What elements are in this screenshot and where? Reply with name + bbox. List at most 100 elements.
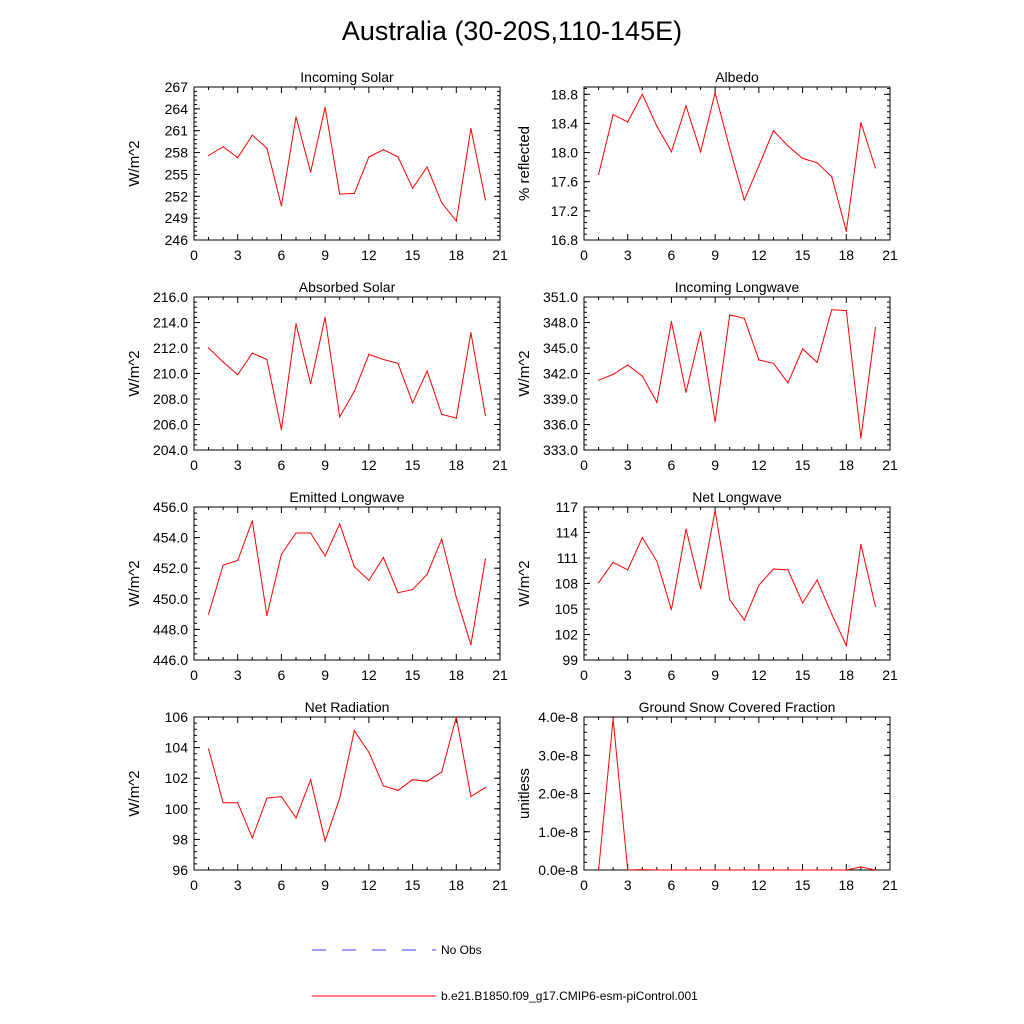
data-point [845,230,847,232]
data-point [208,613,210,615]
data-point [641,869,643,871]
data-point [802,157,804,159]
data-point [612,373,614,375]
data-point [831,613,833,615]
x-tick-label: 9 [711,247,719,263]
plot-frame [193,296,501,451]
y-axis-label: W/m^2 [126,770,143,816]
y-tick-label: 206.0 [153,417,188,433]
x-tick-label: 18 [838,877,854,893]
y-tick-label: 114 [556,525,579,541]
y-tick-label: 345.0 [543,340,578,356]
data-point [455,417,457,419]
x-tick-label: 6 [668,247,676,263]
x-tick-label: 12 [361,457,377,473]
x-tick-label: 12 [361,877,377,893]
data-point [598,582,600,584]
x-tick-label: 15 [795,877,811,893]
data-point [656,869,658,871]
data-point [802,348,804,350]
series-line [598,92,876,232]
panels: Incoming Solar 0 3 6 9 12 15 18 21 246 249 252 255 25… [126,69,898,893]
data-point [656,125,658,127]
data-point [787,145,789,147]
data-point [470,796,472,798]
data-point [222,361,224,363]
data-point [368,353,370,355]
data-point [641,537,643,539]
data-point [787,869,789,871]
data-point [470,644,472,646]
series-line [208,317,486,430]
data-point [426,573,428,575]
data-point [426,370,428,372]
x-tick-label: 18 [448,247,464,263]
data-point [295,323,297,325]
data-point [874,327,877,329]
data-point [656,401,658,403]
data-point [470,332,472,334]
data-point [208,748,210,750]
data-point [714,509,716,511]
series-line [598,718,876,871]
x-tick-label: 15 [405,667,421,683]
y-tick-label: 18.0 [551,145,578,161]
data-point [266,147,268,149]
series-line [598,309,876,439]
data-point [670,321,673,323]
data-point [280,205,282,207]
data-point [831,869,833,871]
data-point [455,596,457,598]
data-point [743,317,745,319]
plot-frame [193,716,501,871]
plot-frame [583,506,891,661]
data-point [455,716,457,718]
data-point [787,382,789,384]
data-point [685,391,687,393]
legend-item: No Obs [312,943,482,957]
data-point [670,869,673,871]
x-tick-label: 18 [448,877,464,893]
series-line [598,510,876,648]
x-tick-label: 3 [624,667,632,683]
data-point [627,569,629,571]
data-point [208,347,210,349]
y-tick-label: 4.0e-8 [538,709,578,725]
data-point [237,374,239,376]
y-tick-label: 333.0 [543,442,578,458]
data-point [295,817,297,819]
x-tick-label: 12 [751,667,767,683]
y-tick-label: 348.0 [543,315,578,331]
data-point [295,116,297,118]
data-point [310,383,312,385]
data-point [310,171,312,173]
y-tick-label: 16.8 [551,232,578,248]
panel-title: Incoming Solar [300,69,394,85]
data-point [714,421,716,423]
data-point [874,869,877,871]
data-point [295,532,297,534]
x-tick-label: 15 [405,247,421,263]
x-tick-label: 6 [278,457,286,473]
y-tick-label: 454.0 [153,530,188,546]
x-tick-label: 21 [492,247,508,263]
data-point [266,797,268,799]
data-point [685,869,687,871]
x-tick-label: 21 [492,877,508,893]
x-tick-label: 21 [882,877,898,893]
x-tick-label: 15 [795,667,811,683]
x-tick-label: 9 [321,247,329,263]
x-tick-label: 12 [751,247,767,263]
data-point [729,599,731,601]
data-point [831,176,833,178]
data-point [860,437,862,439]
data-point [470,127,472,130]
y-tick-label: 117 [556,499,579,515]
y-tick-label: 456.0 [153,499,188,515]
x-tick-label: 15 [795,247,811,263]
y-tick-label: 261 [165,123,189,139]
y-tick-label: 336.0 [543,417,578,433]
x-tick-label: 6 [278,667,286,683]
y-tick-label: 1.0e-8 [538,824,578,840]
data-point [700,869,702,871]
